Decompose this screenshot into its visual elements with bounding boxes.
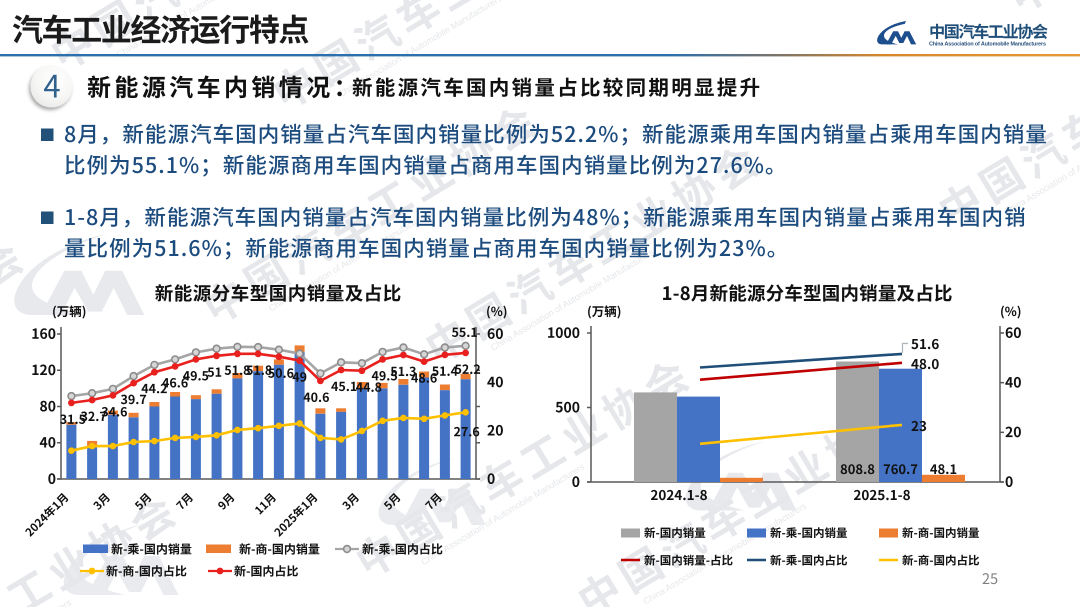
svg-text:China Association of Automobil: China Association of Automobile Manufact… bbox=[1072, 0, 1080, 3]
svg-text:China Association of Automobil: China Association of Automobile Manufact… bbox=[929, 42, 1046, 48]
